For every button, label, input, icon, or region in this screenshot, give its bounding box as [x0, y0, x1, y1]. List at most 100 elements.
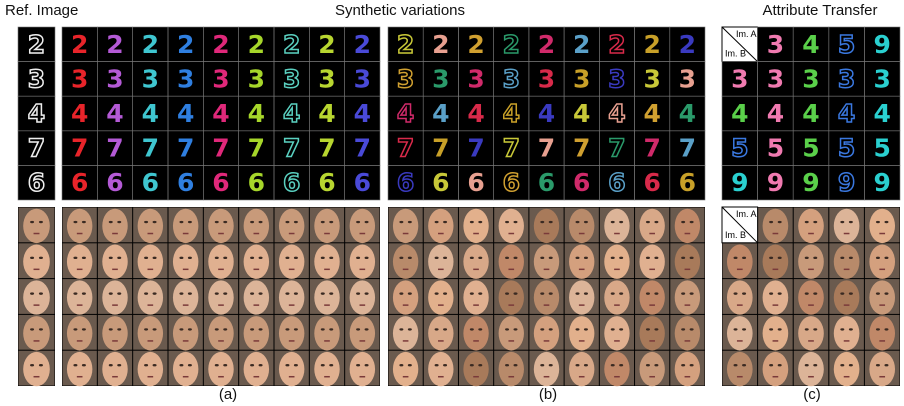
face [463, 316, 488, 350]
mouth [808, 340, 814, 342]
eye [144, 328, 148, 330]
mouth [254, 304, 260, 306]
eye [215, 364, 219, 366]
eye [399, 292, 403, 294]
digit: 4 [142, 99, 159, 128]
face [727, 245, 753, 279]
mouth [438, 304, 444, 306]
face [23, 316, 50, 350]
face [279, 280, 304, 314]
eye [109, 328, 113, 330]
digit: 3 [767, 64, 784, 93]
eye [619, 328, 623, 330]
face [138, 209, 163, 243]
eye [329, 221, 333, 223]
eye [188, 257, 192, 259]
digit: 2 [503, 30, 520, 59]
eye [505, 257, 509, 259]
digit: 4 [248, 99, 265, 128]
mouth [773, 233, 779, 235]
mouth [737, 304, 743, 306]
face [604, 316, 629, 350]
mouth [324, 269, 330, 271]
face [463, 245, 488, 279]
eye [876, 221, 880, 223]
eye [356, 292, 360, 294]
face [393, 280, 418, 314]
mouth [34, 376, 40, 378]
mouth [579, 376, 585, 378]
face [604, 245, 629, 279]
eye [73, 364, 77, 366]
eye [654, 328, 658, 330]
mouth [649, 376, 655, 378]
caption-a: (a) [219, 386, 237, 403]
mouth [289, 376, 295, 378]
mouth [324, 233, 330, 235]
face [463, 209, 488, 243]
eye [294, 221, 298, 223]
mouth [579, 340, 585, 342]
mouth [438, 269, 444, 271]
eye [144, 221, 148, 223]
face [208, 352, 233, 386]
mouth [112, 376, 118, 378]
digit: 6 [573, 168, 590, 197]
mouth [737, 269, 743, 271]
ref-title: Ref. Image [5, 2, 78, 19]
eye [179, 257, 183, 259]
face [675, 245, 700, 279]
face [499, 209, 524, 243]
eye [514, 257, 518, 259]
digit: 5 [802, 134, 819, 163]
digit: 3 [538, 64, 555, 93]
eye [611, 257, 615, 259]
digit: 3 [873, 64, 890, 93]
eye [435, 364, 439, 366]
eye [734, 292, 738, 294]
eye [470, 292, 474, 294]
face [639, 245, 664, 279]
mouth [112, 340, 118, 342]
eye [435, 257, 439, 259]
face [350, 316, 375, 350]
face [244, 280, 269, 314]
eye [321, 257, 325, 259]
face [869, 280, 895, 314]
eye [884, 257, 888, 259]
eye [540, 257, 544, 259]
mouth [649, 304, 655, 306]
eye [73, 292, 77, 294]
digit: 7 [538, 134, 555, 163]
eye [813, 221, 817, 223]
mouth [324, 304, 330, 306]
face [604, 280, 629, 314]
mouth [879, 269, 885, 271]
eye [356, 221, 360, 223]
face [798, 280, 824, 314]
mouth [808, 269, 814, 271]
digit: 4 [318, 99, 335, 128]
face [639, 316, 664, 350]
mouth [438, 233, 444, 235]
digit: 5 [767, 134, 784, 163]
eye [188, 328, 192, 330]
mouth [148, 304, 154, 306]
eye [769, 328, 773, 330]
eye [646, 364, 650, 366]
eye [329, 364, 333, 366]
face [428, 209, 453, 243]
eye [840, 364, 844, 366]
face [869, 245, 895, 279]
im-b-label: Im. B [725, 49, 746, 59]
eye [505, 292, 509, 294]
face [279, 316, 304, 350]
eye [399, 257, 403, 259]
eye [549, 364, 553, 366]
face [102, 316, 127, 350]
eye [117, 364, 121, 366]
eye [549, 221, 553, 223]
eye [575, 328, 579, 330]
mouth [879, 376, 885, 378]
eye [39, 292, 43, 294]
